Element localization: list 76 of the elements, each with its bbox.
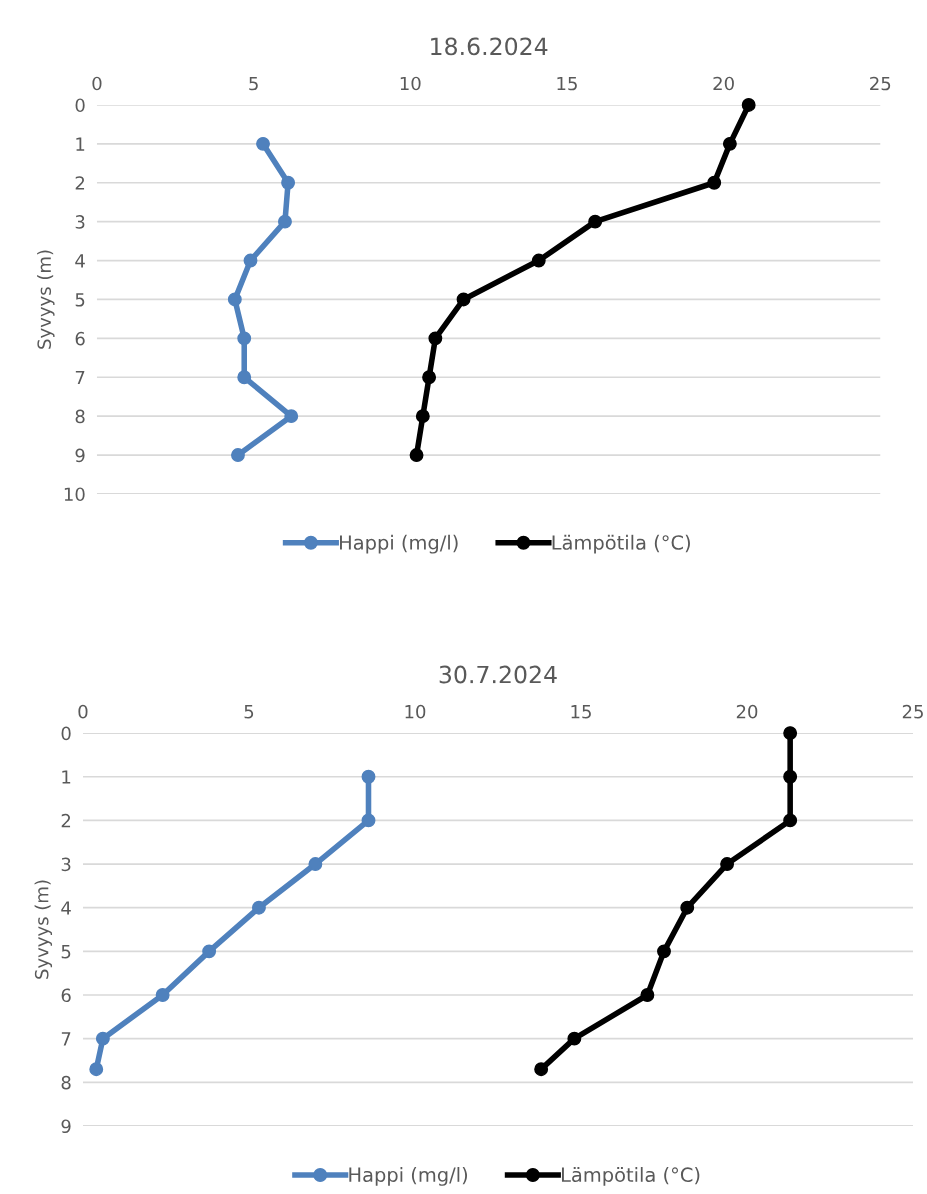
x-tick-label: 5	[244, 705, 254, 719]
point	[89, 1062, 104, 1077]
y-tick-label: 5	[61, 945, 71, 959]
y-tick-label: 2	[61, 813, 71, 828]
point	[720, 857, 735, 872]
point	[243, 253, 258, 268]
y-tick-label: 9	[61, 1119, 71, 1134]
x-tick-label: 10	[405, 704, 426, 719]
legend-label: Happi (mg/l)	[349, 1167, 468, 1186]
point	[531, 253, 546, 268]
y-tick-label: 8	[75, 409, 85, 424]
point	[227, 292, 242, 307]
point	[534, 1062, 549, 1077]
point	[640, 988, 655, 1002]
x-tick-label: 15	[557, 76, 577, 91]
point	[237, 370, 252, 385]
point	[415, 409, 430, 424]
legend-label: Lämpötila (°C)	[561, 1167, 700, 1186]
point	[281, 175, 296, 190]
point	[278, 214, 292, 229]
point	[422, 370, 437, 385]
y-tick-label: 10	[64, 487, 85, 502]
point	[95, 1031, 110, 1046]
point	[361, 769, 376, 784]
point	[567, 1031, 582, 1046]
point	[256, 136, 270, 151]
point	[680, 900, 695, 915]
y-axis-title: Syvyys (m)	[37, 250, 55, 349]
y-tick-label: 4	[75, 254, 85, 268]
x-tick-label: 25	[870, 76, 891, 91]
point	[657, 944, 671, 959]
x-tick-label: 5	[249, 76, 258, 91]
legend-label: Happi (mg/l)	[340, 534, 458, 554]
point	[741, 98, 756, 112]
point	[251, 900, 266, 915]
y-tick-label: 1	[62, 770, 71, 784]
legend-label: Lämpötila (°C)	[552, 534, 690, 554]
point	[284, 409, 299, 424]
point	[202, 944, 217, 959]
x-tick-label: 0	[92, 76, 102, 91]
y-tick-label: 7	[75, 370, 85, 385]
y-tick-label: 0	[75, 98, 85, 113]
point	[308, 857, 323, 872]
point	[428, 331, 443, 346]
chart-title: 18.6.2024	[431, 37, 548, 56]
y-tick-label: 7	[61, 1032, 71, 1046]
chart-title: 30.7.2024	[439, 665, 557, 684]
y-axis-title: Syvyys (m)	[34, 880, 53, 979]
y-tick-label: 1	[76, 137, 85, 151]
point	[409, 448, 424, 463]
point	[722, 136, 737, 151]
point	[783, 769, 798, 784]
point	[588, 214, 603, 229]
y-tick-label: 0	[61, 726, 71, 741]
x-tick-label: 20	[713, 76, 734, 91]
point	[707, 175, 722, 190]
y-tick-label: 9	[75, 448, 85, 463]
point	[456, 292, 471, 307]
y-tick-label: 5	[75, 293, 85, 307]
y-tick-label: 2	[75, 176, 85, 190]
point	[155, 988, 170, 1002]
y-tick-label: 8	[61, 1075, 71, 1090]
x-tick-label: 10	[400, 76, 421, 91]
point	[783, 813, 798, 828]
point	[231, 448, 245, 463]
x-tick-label: 20	[736, 704, 758, 719]
y-tick-label: 4	[61, 901, 71, 915]
y-tick-label: 3	[75, 215, 85, 229]
point	[783, 726, 798, 741]
point	[237, 331, 252, 346]
x-tick-label: 25	[902, 704, 923, 719]
x-tick-label: 15	[571, 705, 591, 719]
y-tick-label: 6	[75, 331, 85, 346]
point	[361, 813, 376, 828]
y-tick-label: 6	[61, 988, 71, 1003]
y-tick-label: 3	[61, 857, 71, 872]
